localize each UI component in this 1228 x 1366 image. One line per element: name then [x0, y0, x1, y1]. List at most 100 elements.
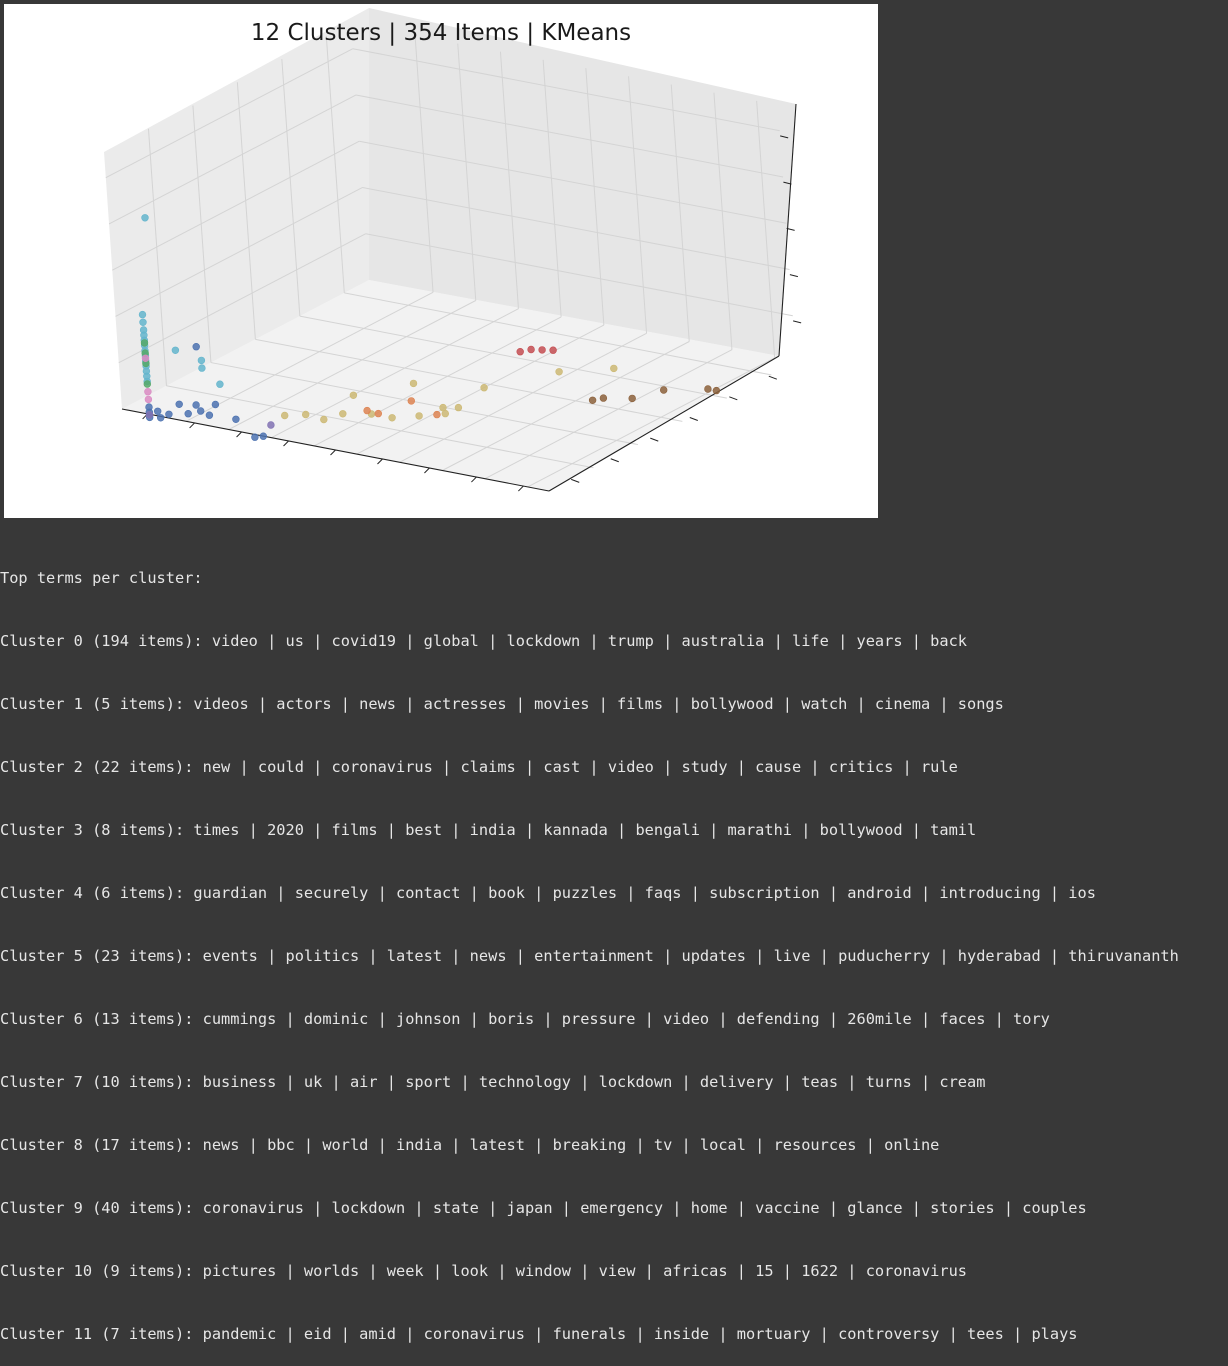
- grid-line: [499, 51, 519, 309]
- data-points: [138, 214, 721, 441]
- cluster-line-10: Cluster 10 (9 items): pictures | worlds …: [0, 1262, 967, 1280]
- data-point: [143, 380, 152, 388]
- data-point: [144, 388, 152, 396]
- floor-pane: [122, 280, 779, 491]
- grid-line: [255, 338, 683, 422]
- grid-line: [713, 92, 733, 350]
- data-point: [712, 386, 721, 395]
- cluster-line-7: Cluster 7 (10 items): business | uk | ai…: [0, 1073, 986, 1091]
- data-point: [659, 386, 668, 394]
- data-point: [144, 395, 153, 404]
- grid-line: [185, 291, 434, 422]
- data-point: [302, 410, 310, 419]
- cluster-line-6: Cluster 6 (13 items): cummings | dominic…: [0, 1010, 1050, 1028]
- data-point: [165, 410, 173, 418]
- data-point: [320, 415, 328, 424]
- grid-line: [210, 362, 639, 446]
- data-point: [441, 409, 449, 418]
- data-point: [610, 364, 618, 373]
- grid-line: [355, 94, 784, 178]
- scatter-3d-plot: 12 Clusters | 354 Items | KMeans: [104, 8, 802, 492]
- data-point: [349, 391, 358, 399]
- y-tick: [610, 458, 619, 463]
- grid-line: [484, 349, 733, 480]
- x-tick: [471, 476, 477, 483]
- data-point: [388, 414, 396, 422]
- axis-panes: [104, 8, 796, 491]
- data-point: [374, 409, 382, 418]
- grid-line: [115, 187, 363, 317]
- data-point: [267, 421, 275, 429]
- grid-line: [112, 140, 360, 271]
- data-point: [480, 384, 488, 392]
- data-point: [433, 410, 441, 419]
- cluster-line-8: Cluster 8 (17 items): news | bbc | world…: [0, 1136, 940, 1154]
- grid-line: [105, 48, 354, 179]
- z-tick: [792, 320, 802, 324]
- data-point: [154, 407, 162, 415]
- back-wall-pane: [369, 8, 796, 356]
- data-point: [549, 346, 557, 354]
- data-point: [259, 432, 267, 440]
- data-point: [145, 411, 154, 419]
- grid-line: [352, 48, 780, 132]
- grid-line: [356, 324, 605, 455]
- z-tick: [786, 227, 795, 231]
- grid-line: [362, 186, 790, 270]
- data-point: [588, 396, 597, 404]
- z-axis-line: [778, 103, 797, 357]
- data-point: [704, 385, 712, 393]
- grid-line: [325, 35, 345, 293]
- grid-line: [414, 35, 434, 293]
- data-point: [516, 348, 524, 356]
- chart-title: 12 Clusters | 354 Items | KMeans: [251, 20, 631, 46]
- figure: 12 Clusters | 354 Items | KMeans: [4, 4, 878, 518]
- grid-line: [313, 316, 562, 447]
- cluster-line-3: Cluster 3 (8 items): times | 2020 | film…: [0, 821, 977, 839]
- grid-line: [281, 59, 301, 317]
- x-tick: [236, 431, 242, 438]
- data-point: [197, 407, 205, 415]
- z-tick: [783, 181, 792, 185]
- grid-line: [457, 43, 477, 301]
- grid-line: [108, 94, 357, 225]
- cluster-line-4: Cluster 4 (6 items): guardian | securely…: [0, 884, 1096, 902]
- data-point: [205, 411, 214, 419]
- grid-line: [756, 100, 776, 358]
- data-point: [599, 394, 608, 402]
- grid-line: [585, 68, 605, 326]
- grid-line: [236, 82, 256, 340]
- grid-line: [299, 315, 727, 399]
- x-tick: [377, 458, 383, 465]
- data-point: [138, 310, 147, 319]
- data-point: [192, 343, 200, 351]
- data-point: [281, 411, 289, 420]
- left-wall-pane: [104, 8, 369, 409]
- x-tick: [424, 467, 430, 474]
- x-tick: [330, 449, 336, 456]
- data-point: [363, 406, 371, 415]
- data-point: [232, 415, 240, 423]
- data-point: [171, 346, 180, 354]
- data-point: [538, 346, 546, 354]
- grid-line: [628, 76, 648, 334]
- z-tick: [780, 135, 789, 139]
- data-point: [409, 379, 418, 388]
- data-point: [211, 400, 220, 409]
- data-point: [141, 354, 150, 362]
- data-point: [197, 356, 206, 365]
- grid-line: [365, 233, 793, 317]
- grid-line: [118, 233, 366, 364]
- data-point: [216, 380, 224, 388]
- data-point: [454, 403, 463, 412]
- y-tick: [571, 478, 580, 483]
- cluster-line-9: Cluster 9 (40 items): coronavirus | lock…: [0, 1199, 1087, 1217]
- grid-line: [147, 128, 167, 386]
- data-point: [175, 400, 183, 408]
- data-point: [339, 410, 347, 418]
- x-tick: [518, 485, 524, 492]
- data-point: [527, 345, 535, 354]
- z-tick: [789, 274, 799, 278]
- grid-line: [542, 59, 562, 317]
- grid-line: [228, 300, 476, 430]
